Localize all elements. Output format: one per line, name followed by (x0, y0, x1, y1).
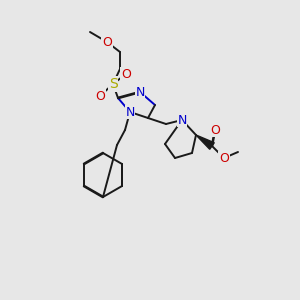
Text: O: O (121, 68, 131, 80)
Text: N: N (125, 106, 135, 118)
Text: N: N (177, 113, 187, 127)
Text: S: S (109, 77, 117, 91)
Text: O: O (102, 35, 112, 49)
Text: N: N (135, 85, 145, 98)
Polygon shape (196, 135, 214, 149)
Text: O: O (219, 152, 229, 164)
Text: O: O (210, 124, 220, 136)
Text: O: O (95, 89, 105, 103)
